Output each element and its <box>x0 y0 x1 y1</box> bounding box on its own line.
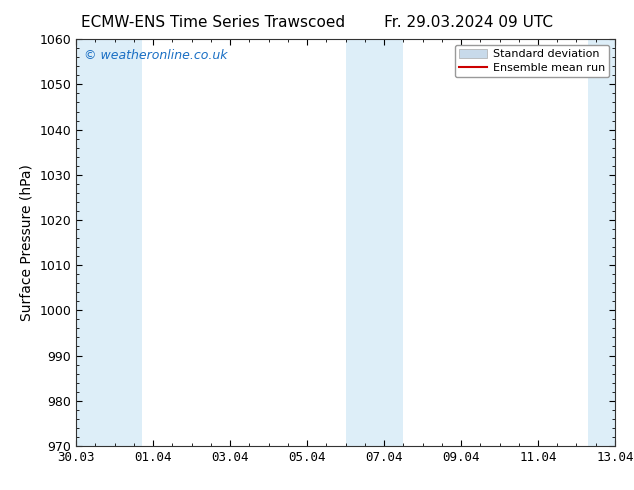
Bar <box>346 39 403 446</box>
Y-axis label: Surface Pressure (hPa): Surface Pressure (hPa) <box>20 164 34 321</box>
Text: ECMW-ENS Time Series Trawscoed        Fr. 29.03.2024 09 UTC: ECMW-ENS Time Series Trawscoed Fr. 29.03… <box>81 15 553 30</box>
Bar <box>588 39 615 446</box>
Legend: Standard deviation, Ensemble mean run: Standard deviation, Ensemble mean run <box>455 45 609 77</box>
Bar <box>76 39 141 446</box>
Text: © weatheronline.co.uk: © weatheronline.co.uk <box>84 49 228 62</box>
